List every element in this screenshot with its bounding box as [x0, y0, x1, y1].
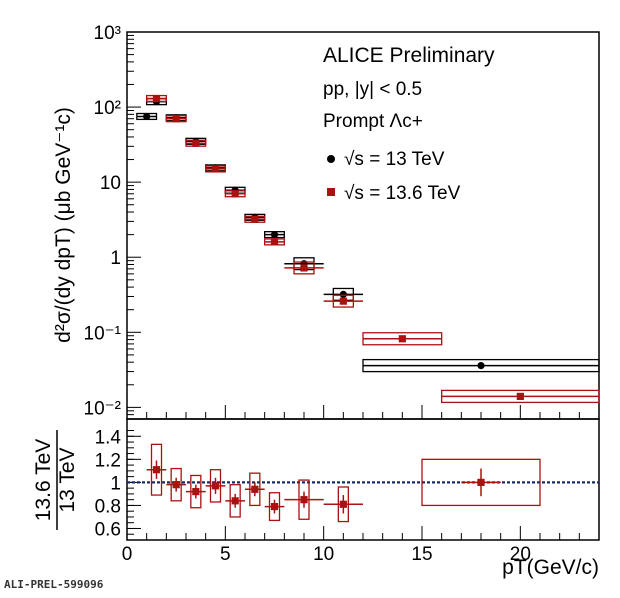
top-axis-ticks: 10⁻² 10⁻¹ 1 10 10² 10³: [84, 23, 600, 420]
data-point-13tev: [270, 231, 279, 239]
top-y-tick-label: 10: [100, 173, 121, 194]
data-point-136tev: [516, 392, 524, 401]
ratio-point: [339, 500, 347, 508]
top-y-tick-label: 10⁻²: [84, 398, 122, 419]
data-point-136tev: [211, 165, 220, 173]
ratio-point: [477, 478, 485, 486]
info-line-2: Prompt Λc+: [323, 111, 423, 132]
top-y-tick-label: 1: [110, 248, 121, 269]
ratio-y-title-numerator: 13.6 TeV: [32, 439, 55, 522]
top-y-tick-label: 10²: [94, 98, 121, 119]
legend-label-13tev: √s = 13 TeV: [344, 149, 445, 170]
ratio-point: [231, 497, 239, 505]
ratio-point: [172, 481, 180, 489]
x-tick-label: 0: [122, 544, 133, 565]
bottom-y-tick-label: 1: [110, 473, 121, 494]
legend-label-136tev: √s = 13.6 TeV: [344, 183, 461, 204]
ratio-point: [251, 485, 259, 493]
bottom-data-marks: [127, 443, 599, 523]
x-tick-label: 5: [220, 544, 231, 565]
ratio-point: [192, 488, 200, 496]
ratio-y-title-denominator: 13 TeV: [56, 448, 79, 513]
ratio-point: [300, 496, 308, 504]
data-point-136tev: [152, 94, 161, 103]
ratio-point: [270, 502, 279, 511]
top-data-marks: [136, 94, 600, 404]
top-y-tick-label: 10⁻¹: [84, 323, 122, 344]
bottom-y-tick-label: 0.8: [95, 496, 121, 517]
data-point-136tev: [192, 139, 200, 147]
top-y-axis-title: d²σ/(dy dpT) (μb GeV⁻¹c): [52, 107, 75, 343]
x-tick-label: 10: [313, 544, 334, 565]
data-point-136tev: [231, 190, 239, 198]
bottom-y-tick-label: 0.6: [95, 519, 121, 540]
ratio-syst-box: [421, 458, 541, 507]
legend-marker-13tev: [327, 155, 335, 163]
legend-marker-136tev: [327, 188, 335, 196]
x-tick-label: 20: [510, 544, 531, 565]
info-line-1: pp, |y| < 0.5: [323, 79, 422, 100]
chart-title: ALICE Preliminary: [323, 44, 495, 67]
x-axis-title: pT(GeV/c): [502, 556, 599, 579]
bottom-y-tick-label: 1.4: [95, 427, 122, 448]
data-point-136tev: [172, 115, 180, 123]
top-y-tick-label: 10³: [94, 23, 121, 44]
data-point-136tev: [398, 335, 406, 343]
bottom-panel-frame: [126, 418, 600, 541]
data-point-13tev: [477, 362, 485, 370]
bottom-axis-ticks: 0.60.811.21.4 0 5 10 15 20: [95, 427, 600, 565]
ratio-point: [211, 482, 220, 490]
bottom-y-tick-label: 1.2: [95, 450, 121, 471]
footer-label: ALI-PREL-599096: [4, 578, 104, 591]
ratio-point: [152, 466, 161, 474]
data-point-13tev: [143, 112, 151, 121]
data-point-13tev: [339, 290, 347, 298]
data-point-136tev: [300, 264, 308, 272]
data-point-136tev: [339, 297, 347, 305]
x-tick-label: 15: [411, 544, 432, 565]
data-point-136tev: [270, 238, 279, 246]
data-point-136tev: [251, 215, 259, 223]
